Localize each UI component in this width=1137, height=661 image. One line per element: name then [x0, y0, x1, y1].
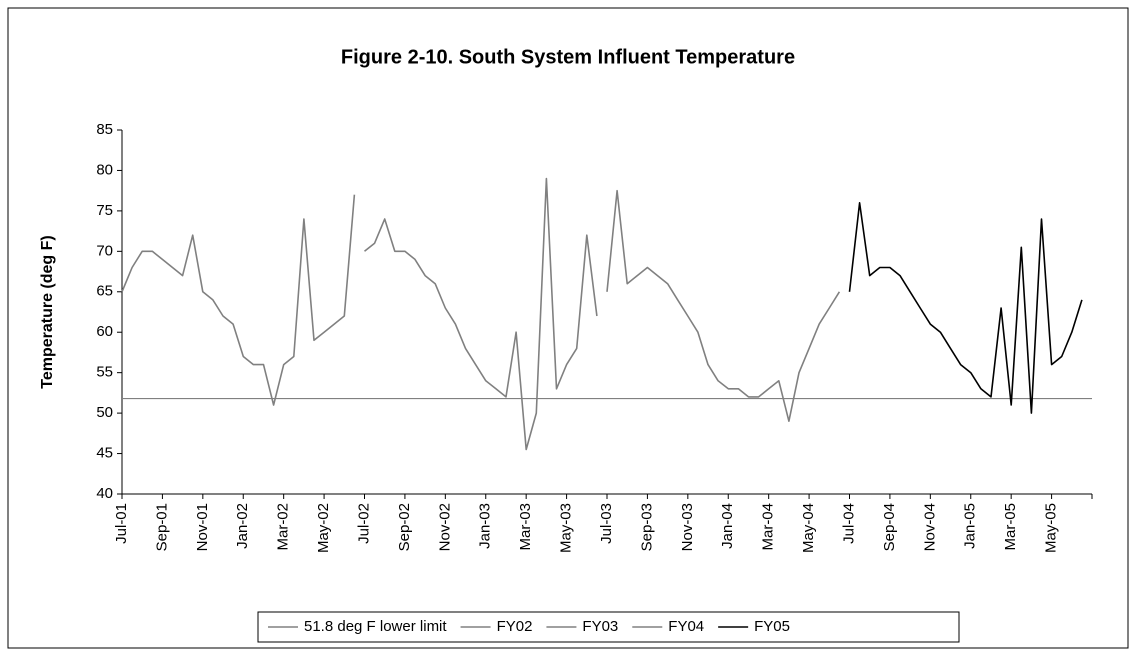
legend-label: FY03	[582, 618, 618, 635]
chart-title: Figure 2-10. South System Influent Tempe…	[341, 46, 795, 68]
legend-label: 51.8 deg F lower limit	[304, 618, 447, 635]
series-line	[606, 189, 841, 422]
x-tick-label: May-03	[558, 503, 575, 553]
x-tick-label: Sep-02	[396, 503, 413, 551]
x-tick-label: Jul-02	[355, 503, 372, 544]
y-tick-label: 50	[96, 404, 113, 421]
legend-box	[257, 611, 960, 643]
y-tick-label: 80	[96, 161, 113, 178]
x-tick-label: Jul-01	[113, 503, 130, 544]
x-tick-label: Mar-03	[517, 503, 534, 551]
y-tick-label: 70	[96, 242, 113, 259]
x-tick-label: Jan-05	[962, 503, 979, 549]
x-tick-label: Nov-03	[679, 503, 696, 551]
y-tick-label: 55	[96, 364, 113, 381]
x-tick-label: Nov-01	[194, 503, 211, 551]
x-tick-label: Mar-04	[760, 503, 777, 551]
x-tick-label: Sep-03	[638, 503, 655, 551]
x-tick-label: Mar-02	[275, 503, 292, 551]
series-line	[363, 177, 598, 451]
x-tick-label: Jul-03	[598, 503, 615, 544]
x-tick-label: Sep-01	[153, 503, 170, 551]
x-tick-label: Jan-04	[719, 503, 736, 549]
x-tick-label: Jul-04	[840, 503, 857, 544]
series-line	[121, 194, 356, 406]
legend-label: FY05	[754, 618, 790, 635]
y-tick-label: 45	[96, 445, 113, 462]
y-axis-label: Temperature (deg F)	[39, 235, 56, 389]
legend-label: FY04	[668, 618, 704, 635]
x-tick-label: May-02	[315, 503, 332, 553]
x-tick-label: May-05	[1043, 503, 1060, 553]
y-tick-label: 75	[96, 202, 113, 219]
x-tick-label: May-04	[800, 503, 817, 553]
x-tick-label: Jan-02	[234, 503, 251, 549]
y-tick-label: 85	[96, 121, 113, 138]
y-tick-label: 40	[96, 485, 113, 502]
x-tick-label: Jan-03	[477, 503, 494, 549]
chart-border	[7, 7, 1129, 649]
x-tick-label: Nov-04	[921, 503, 938, 551]
series-line	[848, 202, 1083, 414]
y-tick-label: 60	[96, 323, 113, 340]
x-tick-label: Mar-05	[1002, 503, 1019, 551]
x-tick-label: Sep-04	[881, 503, 898, 551]
y-tick-label: 65	[96, 283, 113, 300]
legend-label: FY02	[497, 618, 533, 635]
x-tick-label: Nov-02	[436, 503, 453, 551]
